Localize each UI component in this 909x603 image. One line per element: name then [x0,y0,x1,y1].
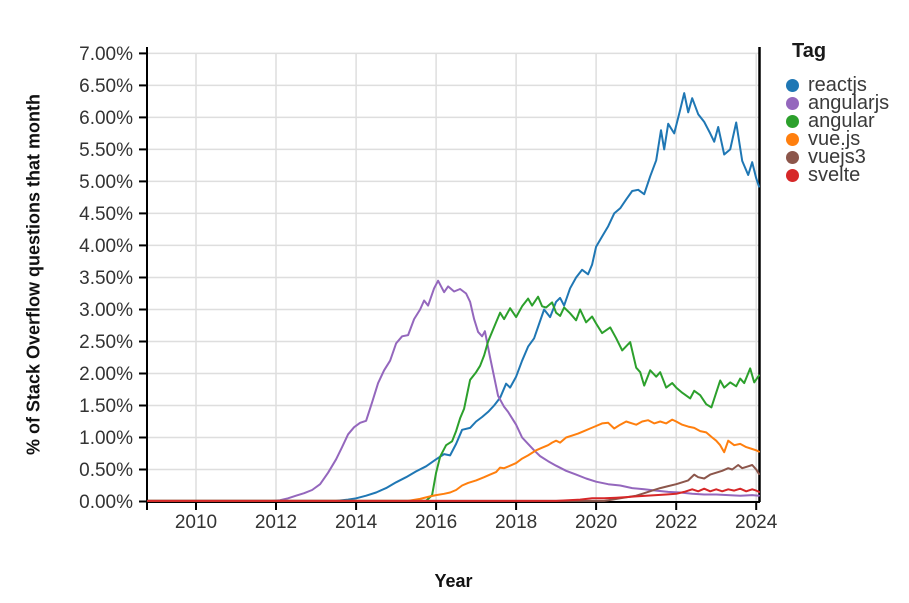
series-line-angular [147,295,760,502]
y-tick-label: 1.00% [79,428,133,449]
legend-item-angular[interactable]: angular [786,110,906,132]
legend-label: reactjs [808,74,867,96]
legend: Tag reactjs angularjs angular vue.js vuejs3 s… [786,40,906,186]
legend-color-dot-vuejs3 [786,150,799,164]
x-tick-label: 2016 [415,512,457,533]
y-tick-label: 7.00% [79,44,133,65]
series-line-vuejs3 [147,464,760,502]
x-tick-label: 2022 [655,512,697,533]
y-tick-label: 5.00% [79,172,133,193]
legend-label: vuejs3 [808,146,866,168]
y-tick-label: 4.50% [79,204,133,225]
x-tick-label: 2010 [175,512,217,533]
legend-items: reactjs angularjs angular vue.js vuejs3 svelt… [786,74,906,186]
series-line-vue.js [147,418,760,502]
legend-color-dot-angularjs [786,96,799,110]
legend-label: svelte [808,164,861,186]
legend-item-vuejs3[interactable]: vuejs3 [786,146,906,168]
x-tick-label: 2018 [495,512,537,533]
legend-item-svelte[interactable]: svelte [786,164,906,186]
legend-color-dot-vue.js [786,132,799,146]
legend-label: vue.js [808,128,861,150]
legend-label: angularjs [808,92,890,114]
y-axis-title: % of Stack Overflow questions that month [23,93,44,456]
series-line-svelte [147,487,760,502]
x-tick-label: 2020 [575,512,617,533]
y-tick-label: 4.00% [79,236,133,257]
y-tick-label: 0.50% [79,460,133,481]
legend-color-dot-svelte [786,168,799,182]
legend-color-dot-angular [786,114,799,128]
y-tick-label: 2.00% [79,364,133,385]
y-tick-label: 5.50% [79,140,133,161]
x-tick-label: 2024 [735,512,778,533]
legend-item-reactjs[interactable]: reactjs [786,74,906,96]
legend-item-vue.js[interactable]: vue.js [786,128,906,150]
y-tick-label: 3.00% [79,300,133,321]
series-line-angularjs [147,279,760,502]
legend-title: Tag [792,40,827,62]
y-tick-label: 1.50% [79,396,133,417]
x-axis-title: Year [434,571,473,591]
legend-color-dot-reactjs [786,78,799,92]
y-tick-label: 2.50% [79,332,133,353]
y-tick-label: 6.50% [79,76,133,97]
y-tick-label: 0.00% [79,492,133,513]
x-tick-label: 2012 [255,512,297,533]
x-tick-label: 2014 [335,512,378,533]
y-tick-label: 6.00% [79,108,133,129]
y-tick-label: 3.50% [79,268,133,289]
legend-label: angular [808,110,875,132]
legend-item-angularjs[interactable]: angularjs [786,92,906,114]
